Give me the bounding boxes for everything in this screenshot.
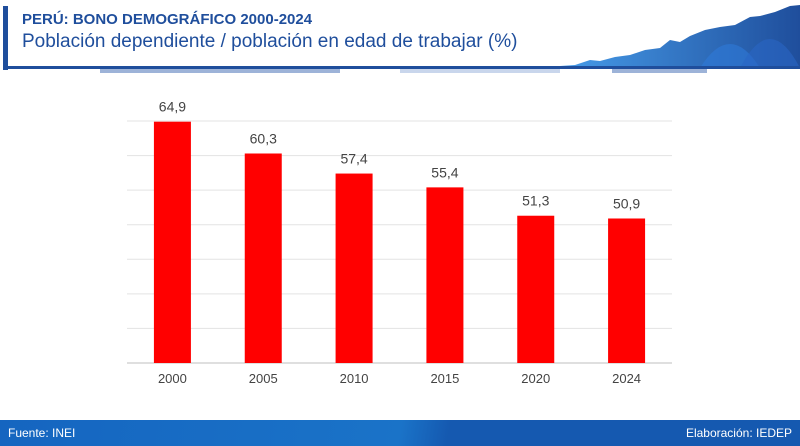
x-tick-label: 2015 bbox=[430, 371, 459, 386]
bar-2015 bbox=[426, 187, 464, 363]
bar-2005 bbox=[244, 153, 282, 363]
bar-2010 bbox=[335, 173, 373, 363]
data-label: 51,3 bbox=[522, 193, 549, 209]
data-label: 60,3 bbox=[250, 130, 277, 146]
page-title: PERÚ: BONO DEMOGRÁFICO 2000-2024 bbox=[22, 11, 313, 28]
bar-chart: 64,9 2000 60,3 2005 57,4 2010 55,4 2015 51,3 2020… bbox=[127, 99, 672, 386]
x-tick-label: 2024 bbox=[612, 371, 641, 386]
data-label: 57,4 bbox=[340, 151, 367, 167]
x-tick-label: 2000 bbox=[158, 371, 187, 386]
header: PERÚ: BONO DEMOGRÁFICO 2000-2024 Poblaci… bbox=[0, 0, 800, 75]
header-decoration bbox=[3, 5, 800, 73]
data-label: 50,9 bbox=[613, 195, 640, 211]
data-label: 64,9 bbox=[159, 99, 186, 115]
bar-2020 bbox=[517, 215, 555, 363]
x-tick-label: 2020 bbox=[521, 371, 550, 386]
page-subtitle: Población dependiente / población en eda… bbox=[22, 31, 518, 52]
bar-2024 bbox=[608, 218, 646, 363]
accent-bar bbox=[3, 6, 8, 70]
data-label: 55,4 bbox=[431, 164, 458, 180]
x-tick-label: 2005 bbox=[249, 371, 278, 386]
bar-2000 bbox=[153, 121, 191, 363]
credit-label: Elaboración: IEDEP bbox=[685, 426, 792, 440]
x-tick-label: 2010 bbox=[340, 371, 369, 386]
source-label: Fuente: INEI bbox=[8, 426, 76, 440]
footer: Fuente: INEI Elaboración: IEDEP bbox=[0, 420, 800, 446]
